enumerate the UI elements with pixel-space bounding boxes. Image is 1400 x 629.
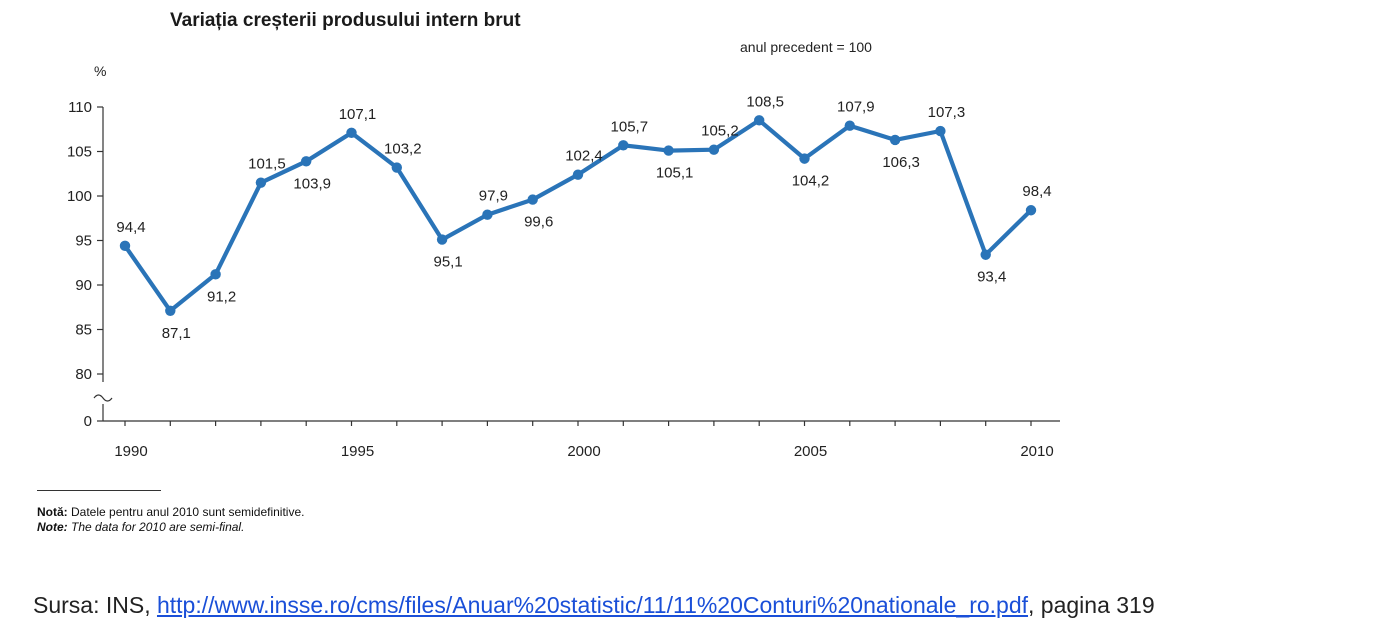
data-label: 102,4 — [565, 148, 603, 165]
x-tick-label: 2010 — [1020, 443, 1053, 460]
data-point — [346, 127, 357, 139]
data-label: 107,9 — [837, 99, 875, 116]
y-tick-label: 95 — [75, 233, 92, 250]
data-label: 101,5 — [248, 156, 286, 173]
x-tick-label: 1995 — [341, 443, 374, 460]
data-label: 105,2 — [701, 123, 739, 140]
data-label: 94,4 — [116, 219, 145, 236]
data-points — [119, 115, 1037, 317]
y-axis-unit: % — [94, 63, 106, 79]
data-point — [754, 115, 765, 126]
source-line: Sursa: INS, http://www.insse.ro/cms/file… — [33, 592, 1155, 619]
chart-title: Variația creșterii produsului intern bru… — [170, 10, 521, 31]
data-label: 105,1 — [656, 165, 694, 182]
data-point — [436, 234, 448, 245]
footnote-ro: Notă: Datele pentru anul 2010 sunt semid… — [37, 505, 304, 519]
data-point — [165, 305, 176, 317]
data-point — [980, 249, 991, 260]
x-tick-label: 1990 — [114, 443, 147, 460]
data-point — [799, 153, 810, 164]
data-point — [935, 125, 946, 137]
data-point — [255, 177, 267, 188]
chart-subtitle: anul precedent = 100 — [740, 39, 872, 55]
y-tick-label: 90 — [75, 277, 92, 294]
x-ticks: 1990 1995 2000 2005 2010 — [114, 421, 1054, 460]
y-tick-label: 105 — [67, 144, 92, 161]
data-point — [572, 169, 584, 180]
data-label: 107,1 — [339, 106, 377, 123]
footnote-ro-text: Datele pentru anul 2010 sunt semidefinit… — [67, 505, 305, 519]
gdp-chart: Variația creșterii produsului intern bru… — [67, 10, 1060, 460]
data-point — [119, 240, 131, 252]
footnote-divider — [37, 490, 161, 491]
data-label: 87,1 — [162, 325, 191, 342]
data-label: 91,2 — [207, 288, 236, 305]
data-point — [391, 162, 402, 173]
data-point — [482, 209, 493, 220]
data-point — [1025, 205, 1037, 216]
footnote-en-label: Note: — [37, 520, 68, 534]
data-label: 103,9 — [293, 175, 331, 192]
axes — [93, 107, 1060, 422]
data-label: 93,4 — [977, 269, 1006, 286]
data-labels: 94,4 87,1 91,2 101,5 103,9 107,1 103,2 95,1 97,9… — [116, 93, 1051, 341]
data-point — [301, 156, 312, 167]
axis-break-mark — [93, 394, 113, 402]
footnote-ro-label: Notă: — [37, 505, 68, 519]
data-label: 103,2 — [384, 141, 422, 158]
footnote-en-text: The data for 2010 are semi-final. — [67, 520, 245, 534]
data-point — [844, 120, 855, 131]
data-label: 106,3 — [882, 154, 920, 171]
footnote-en: Note: The data for 2010 are semi-final. — [37, 520, 244, 534]
data-point — [618, 140, 629, 151]
data-point — [210, 269, 221, 280]
data-label: 99,6 — [524, 214, 553, 231]
source-link[interactable]: http://www.insse.ro/cms/files/Anuar%20st… — [156, 592, 1029, 618]
data-point — [708, 144, 720, 155]
y-tick-label: 100 — [67, 188, 92, 205]
data-point — [527, 194, 538, 205]
data-label: 104,2 — [792, 173, 830, 190]
y-ticks: 110 105 100 95 90 85 80 0 — [67, 99, 103, 430]
y-tick-label: 110 — [68, 99, 92, 116]
y-tick-label: 85 — [75, 322, 92, 339]
y-tick-label: 0 — [84, 413, 92, 430]
data-label: 108,5 — [746, 93, 784, 110]
y-tick-label: 80 — [75, 366, 92, 383]
data-label: 105,7 — [611, 118, 649, 135]
data-label: 107,3 — [928, 104, 966, 121]
x-tick-label: 2005 — [794, 443, 827, 460]
data-label: 97,9 — [479, 188, 508, 205]
data-point — [663, 145, 674, 156]
data-label: 98,4 — [1022, 183, 1051, 200]
source-suffix: , pagina 319 — [1028, 592, 1155, 618]
x-tick-label: 2000 — [567, 443, 600, 460]
source-prefix: Sursa: INS, — [33, 592, 157, 618]
data-point — [889, 134, 901, 146]
data-label: 95,1 — [433, 254, 462, 271]
